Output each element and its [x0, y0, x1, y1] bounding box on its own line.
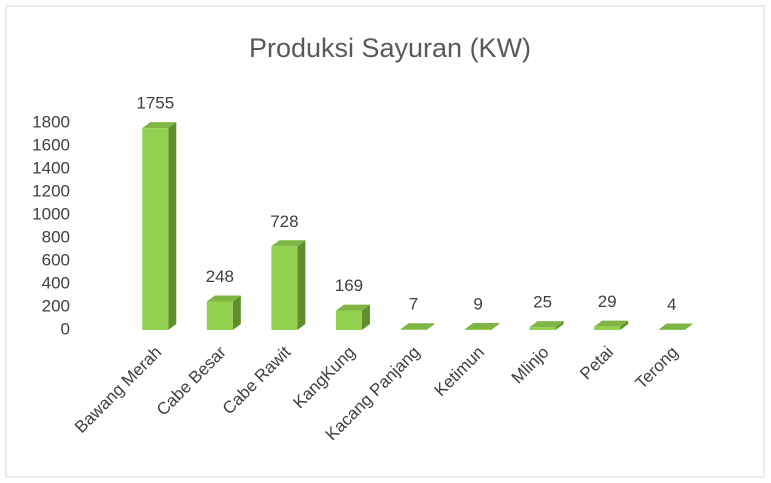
bar-top — [658, 323, 693, 330]
bar — [529, 327, 556, 330]
y-tick-label: 1000 — [32, 204, 70, 223]
data-label: 728 — [270, 212, 298, 231]
bar-side — [168, 122, 177, 330]
y-tick-label: 1600 — [32, 135, 70, 154]
y-tick-label: 0 — [61, 319, 70, 338]
data-label: 4 — [667, 295, 676, 314]
bar-top — [465, 322, 500, 329]
bar — [142, 128, 169, 330]
data-label: 169 — [335, 276, 363, 295]
bar-side — [232, 295, 241, 330]
bar-side — [491, 322, 500, 330]
data-label: 7 — [409, 295, 418, 314]
chart-title: Produksi Sayuran (KW) — [249, 33, 531, 63]
bar-side — [361, 304, 370, 330]
bar — [206, 301, 233, 330]
y-tick-label: 1400 — [32, 158, 70, 177]
bar-top — [335, 304, 370, 311]
bar-side — [620, 320, 629, 330]
bar-side — [555, 321, 564, 330]
data-label: 29 — [598, 292, 617, 311]
bar-top — [400, 323, 435, 330]
bar-top — [529, 321, 564, 328]
bar — [335, 310, 362, 330]
chart-frame — [5, 5, 765, 478]
bar-top — [594, 320, 629, 327]
bar — [465, 328, 492, 330]
y-tick-label: 1200 — [32, 181, 70, 200]
bar-side — [297, 240, 306, 330]
y-tick-label: 400 — [42, 273, 70, 292]
bar-top — [271, 240, 306, 247]
bar — [594, 326, 621, 330]
bar — [271, 246, 298, 330]
data-label: 248 — [206, 267, 234, 286]
data-label: 25 — [533, 293, 552, 312]
bar — [400, 329, 427, 330]
y-tick-label: 1800 — [32, 112, 70, 131]
y-tick-label: 800 — [42, 227, 70, 246]
bar-side — [426, 323, 435, 330]
y-tick-label: 200 — [42, 296, 70, 315]
data-label: 9 — [473, 294, 482, 313]
y-tick-label: 600 — [42, 250, 70, 269]
data-label: 1755 — [136, 94, 174, 113]
bar-top — [206, 295, 241, 302]
bar-top — [142, 122, 177, 129]
bar-side — [684, 323, 693, 330]
